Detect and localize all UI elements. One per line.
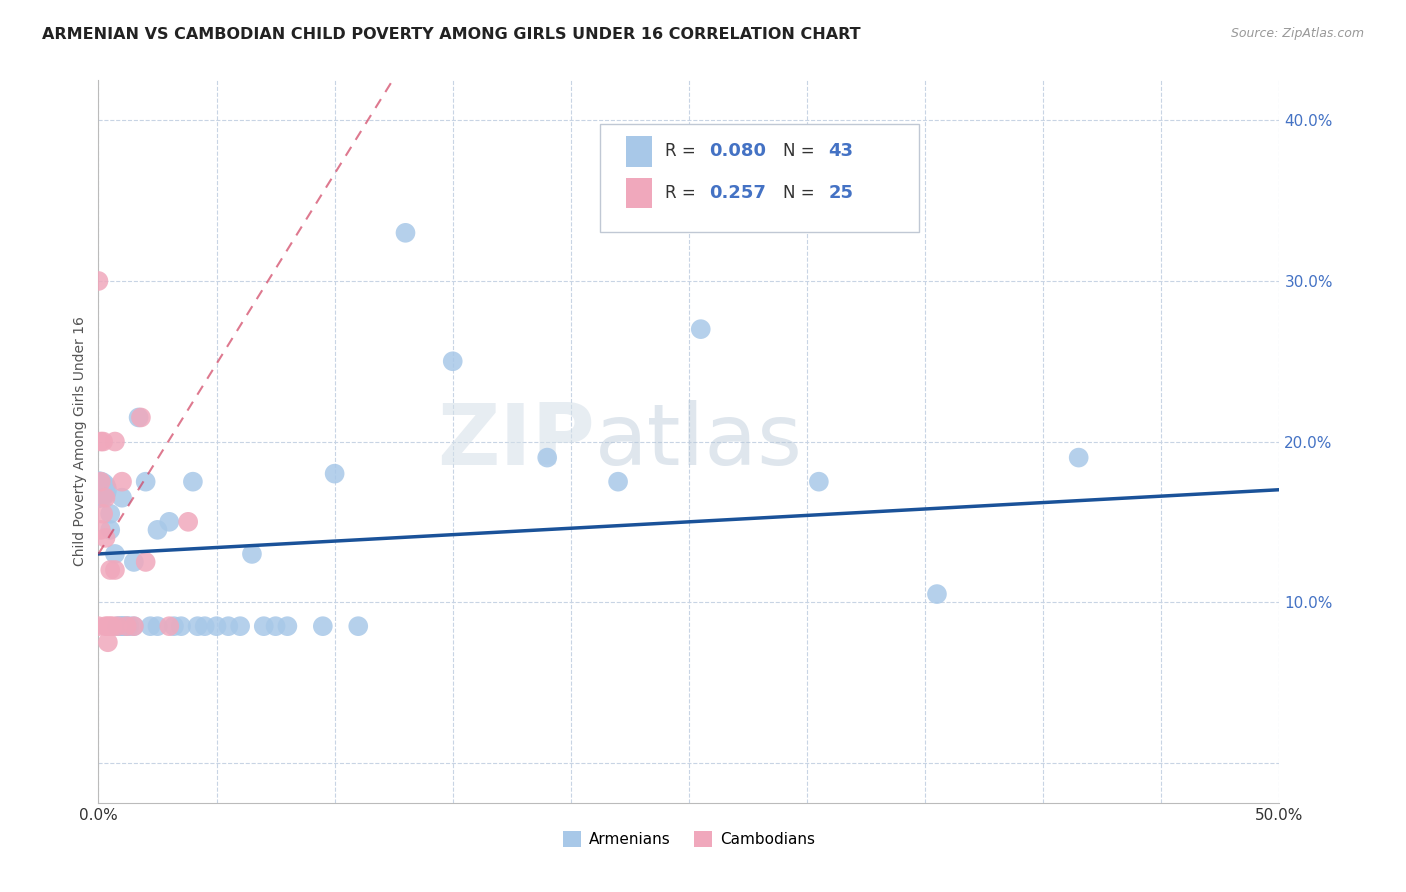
Point: [135, 555, 157, 569]
FancyBboxPatch shape: [626, 136, 652, 167]
Point: [98, 619, 121, 633]
Point: [87, 274, 110, 288]
Point: [264, 619, 287, 633]
Point: [129, 410, 152, 425]
Point: [128, 410, 150, 425]
Point: [112, 619, 135, 633]
Point: [91, 434, 114, 449]
Point: [101, 619, 124, 633]
Text: R =: R =: [665, 184, 702, 202]
FancyBboxPatch shape: [600, 124, 920, 232]
Point: [111, 619, 134, 633]
Point: [181, 475, 204, 489]
Point: [1067, 450, 1090, 465]
Point: [217, 619, 239, 633]
Text: 0.257: 0.257: [709, 184, 766, 202]
Point: [111, 475, 134, 489]
Point: [139, 619, 162, 633]
Point: [118, 619, 141, 633]
Point: [240, 547, 263, 561]
Point: [87, 483, 110, 497]
Point: [323, 467, 346, 481]
Point: [94, 531, 117, 545]
FancyBboxPatch shape: [626, 178, 652, 208]
Point: [347, 619, 370, 633]
Text: 43: 43: [828, 143, 853, 161]
Point: [689, 322, 711, 336]
Point: [229, 619, 252, 633]
Text: ARMENIAN VS CAMBODIAN CHILD POVERTY AMONG GIRLS UNDER 16 CORRELATION CHART: ARMENIAN VS CAMBODIAN CHILD POVERTY AMON…: [42, 27, 860, 42]
Point: [135, 475, 157, 489]
Text: Source: ZipAtlas.com: Source: ZipAtlas.com: [1230, 27, 1364, 40]
Point: [163, 619, 186, 633]
Point: [105, 619, 128, 633]
Point: [98, 563, 121, 577]
Point: [157, 515, 180, 529]
Point: [122, 619, 145, 633]
Text: ZIP: ZIP: [437, 400, 595, 483]
Point: [98, 523, 121, 537]
Point: [111, 491, 134, 505]
Point: [90, 434, 112, 449]
Point: [105, 619, 128, 633]
Point: [115, 619, 138, 633]
Point: [94, 491, 117, 505]
Point: [97, 635, 120, 649]
Point: [441, 354, 464, 368]
Point: [146, 619, 169, 633]
Point: [91, 507, 114, 521]
Point: [253, 619, 276, 633]
Point: [111, 619, 134, 633]
Point: [87, 483, 110, 497]
Text: 25: 25: [828, 184, 853, 202]
Text: 0.080: 0.080: [709, 143, 766, 161]
Point: [607, 475, 630, 489]
Point: [104, 434, 127, 449]
Point: [90, 475, 112, 489]
Point: [187, 619, 209, 633]
Point: [122, 619, 145, 633]
Text: N =: N =: [783, 184, 820, 202]
Text: N =: N =: [783, 143, 820, 161]
Point: [87, 619, 110, 633]
Point: [94, 619, 117, 633]
Y-axis label: Child Poverty Among Girls Under 16: Child Poverty Among Girls Under 16: [73, 317, 87, 566]
Point: [194, 619, 217, 633]
Text: R =: R =: [665, 143, 702, 161]
Text: atlas: atlas: [595, 400, 803, 483]
Point: [115, 619, 138, 633]
Point: [97, 619, 120, 633]
Point: [536, 450, 558, 465]
Point: [90, 523, 112, 537]
Legend: Armenians, Cambodians: Armenians, Cambodians: [557, 825, 821, 853]
Point: [925, 587, 948, 601]
Point: [98, 507, 121, 521]
Point: [312, 619, 335, 633]
Point: [394, 226, 416, 240]
Point: [170, 619, 193, 633]
Point: [146, 523, 169, 537]
Point: [104, 563, 127, 577]
Point: [276, 619, 298, 633]
Point: [157, 619, 180, 633]
Point: [104, 547, 127, 561]
Point: [807, 475, 830, 489]
Point: [177, 515, 200, 529]
Point: [205, 619, 228, 633]
Point: [108, 619, 131, 633]
Point: [122, 555, 145, 569]
